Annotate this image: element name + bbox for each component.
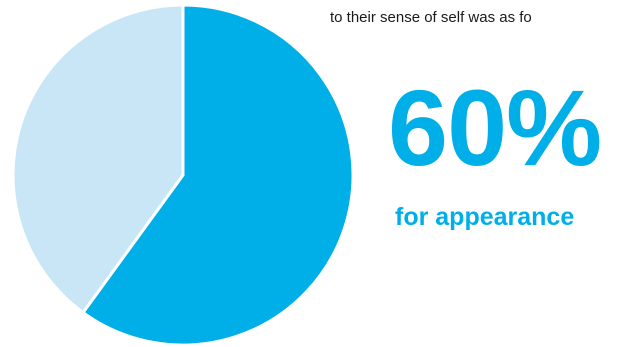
pie-slices [11, 3, 355, 347]
intro-text: to their sense of self was as fo [330, 9, 532, 26]
pie-slice-0 [81, 3, 355, 347]
highlight-label: for appearance [395, 203, 575, 231]
pie-chart [11, 3, 355, 347]
highlight-percentage: 60% [388, 67, 602, 188]
pie-slice-1 [11, 3, 185, 315]
